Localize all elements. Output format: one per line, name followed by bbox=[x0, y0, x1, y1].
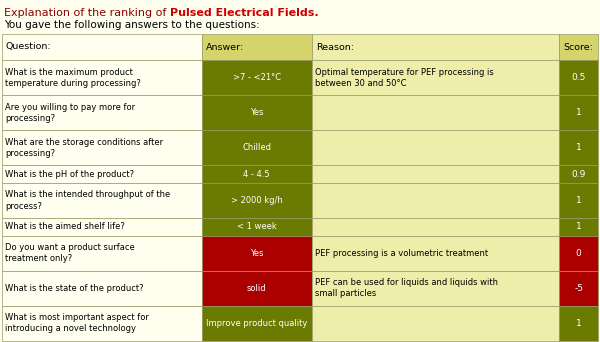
Bar bbox=[202, 95, 312, 130]
Bar bbox=[202, 218, 312, 236]
Text: What is the pH of the product?: What is the pH of the product? bbox=[5, 170, 134, 179]
Bar bbox=[2, 183, 202, 218]
Bar bbox=[2, 166, 202, 183]
Bar bbox=[559, 60, 598, 95]
Text: -5: -5 bbox=[574, 284, 583, 293]
Text: Answer:: Answer: bbox=[206, 42, 244, 52]
Text: > 2000 kg/h: > 2000 kg/h bbox=[231, 196, 283, 205]
Text: 4 - 4.5: 4 - 4.5 bbox=[244, 170, 270, 179]
Bar bbox=[202, 34, 312, 60]
Bar bbox=[202, 271, 312, 306]
Text: 1: 1 bbox=[576, 143, 581, 152]
Bar bbox=[202, 183, 312, 218]
Bar bbox=[312, 95, 559, 130]
Text: Chilled: Chilled bbox=[242, 143, 271, 152]
Bar bbox=[2, 34, 202, 60]
Text: solid: solid bbox=[247, 284, 266, 293]
Bar bbox=[559, 95, 598, 130]
Text: 0.5: 0.5 bbox=[571, 73, 586, 82]
Text: Improve product quality: Improve product quality bbox=[206, 319, 307, 328]
Bar bbox=[2, 306, 202, 341]
Text: 1: 1 bbox=[576, 196, 581, 205]
Text: Yes: Yes bbox=[250, 108, 263, 117]
Bar bbox=[559, 236, 598, 271]
Text: Explanation of the ranking of: Explanation of the ranking of bbox=[4, 8, 170, 18]
Bar bbox=[2, 95, 202, 130]
Bar bbox=[559, 306, 598, 341]
Bar bbox=[559, 183, 598, 218]
Bar bbox=[312, 60, 559, 95]
Bar bbox=[2, 60, 202, 95]
Text: Score:: Score: bbox=[563, 42, 593, 52]
Text: 1: 1 bbox=[576, 319, 581, 328]
Text: PEF can be used for liquids and liquids with
small particles: PEF can be used for liquids and liquids … bbox=[315, 278, 498, 298]
Bar bbox=[312, 218, 559, 236]
Text: 0.9: 0.9 bbox=[571, 170, 586, 179]
Bar bbox=[559, 271, 598, 306]
Bar bbox=[312, 166, 559, 183]
Text: Question:: Question: bbox=[6, 42, 52, 52]
Text: 1: 1 bbox=[576, 222, 581, 231]
Text: Reason:: Reason: bbox=[316, 42, 354, 52]
Bar bbox=[312, 130, 559, 166]
Bar bbox=[559, 34, 598, 60]
Text: Yes: Yes bbox=[250, 249, 263, 258]
Text: What is most important aspect for
introducing a novel technology: What is most important aspect for introd… bbox=[5, 313, 149, 333]
Text: 1: 1 bbox=[576, 108, 581, 117]
Bar bbox=[202, 60, 312, 95]
Bar bbox=[2, 218, 202, 236]
Text: PEF processing is a volumetric treatment: PEF processing is a volumetric treatment bbox=[315, 249, 488, 258]
Text: You gave the following answers to the questions:: You gave the following answers to the qu… bbox=[4, 20, 260, 30]
Bar bbox=[2, 130, 202, 166]
Bar bbox=[559, 166, 598, 183]
Bar bbox=[312, 236, 559, 271]
Text: What is the aimed shelf life?: What is the aimed shelf life? bbox=[5, 222, 125, 231]
Bar bbox=[312, 271, 559, 306]
Bar bbox=[202, 306, 312, 341]
Bar bbox=[202, 130, 312, 166]
Text: Optimal temperature for PEF processing is
between 30 and 50°C: Optimal temperature for PEF processing i… bbox=[315, 67, 494, 88]
Text: < 1 week: < 1 week bbox=[237, 222, 277, 231]
Text: 0: 0 bbox=[576, 249, 581, 258]
Bar bbox=[312, 34, 559, 60]
Bar bbox=[2, 271, 202, 306]
Bar bbox=[559, 218, 598, 236]
Text: What are the storage conditions after
processing?: What are the storage conditions after pr… bbox=[5, 138, 163, 158]
Bar bbox=[2, 236, 202, 271]
Text: Pulsed Electrical Fields.: Pulsed Electrical Fields. bbox=[170, 8, 319, 18]
Text: >7 - <21°C: >7 - <21°C bbox=[233, 73, 281, 82]
Bar bbox=[202, 166, 312, 183]
Bar bbox=[312, 306, 559, 341]
Bar bbox=[559, 130, 598, 166]
Text: What is the state of the product?: What is the state of the product? bbox=[5, 284, 143, 293]
Bar bbox=[202, 236, 312, 271]
Text: What is the maximum product
temperature during processing?: What is the maximum product temperature … bbox=[5, 67, 141, 88]
Bar bbox=[312, 183, 559, 218]
Text: What is the intended throughput of the
process?: What is the intended throughput of the p… bbox=[5, 190, 170, 211]
Text: Do you want a product surface
treatment only?: Do you want a product surface treatment … bbox=[5, 243, 135, 263]
Text: Are you willing to pay more for
processing?: Are you willing to pay more for processi… bbox=[5, 103, 135, 123]
